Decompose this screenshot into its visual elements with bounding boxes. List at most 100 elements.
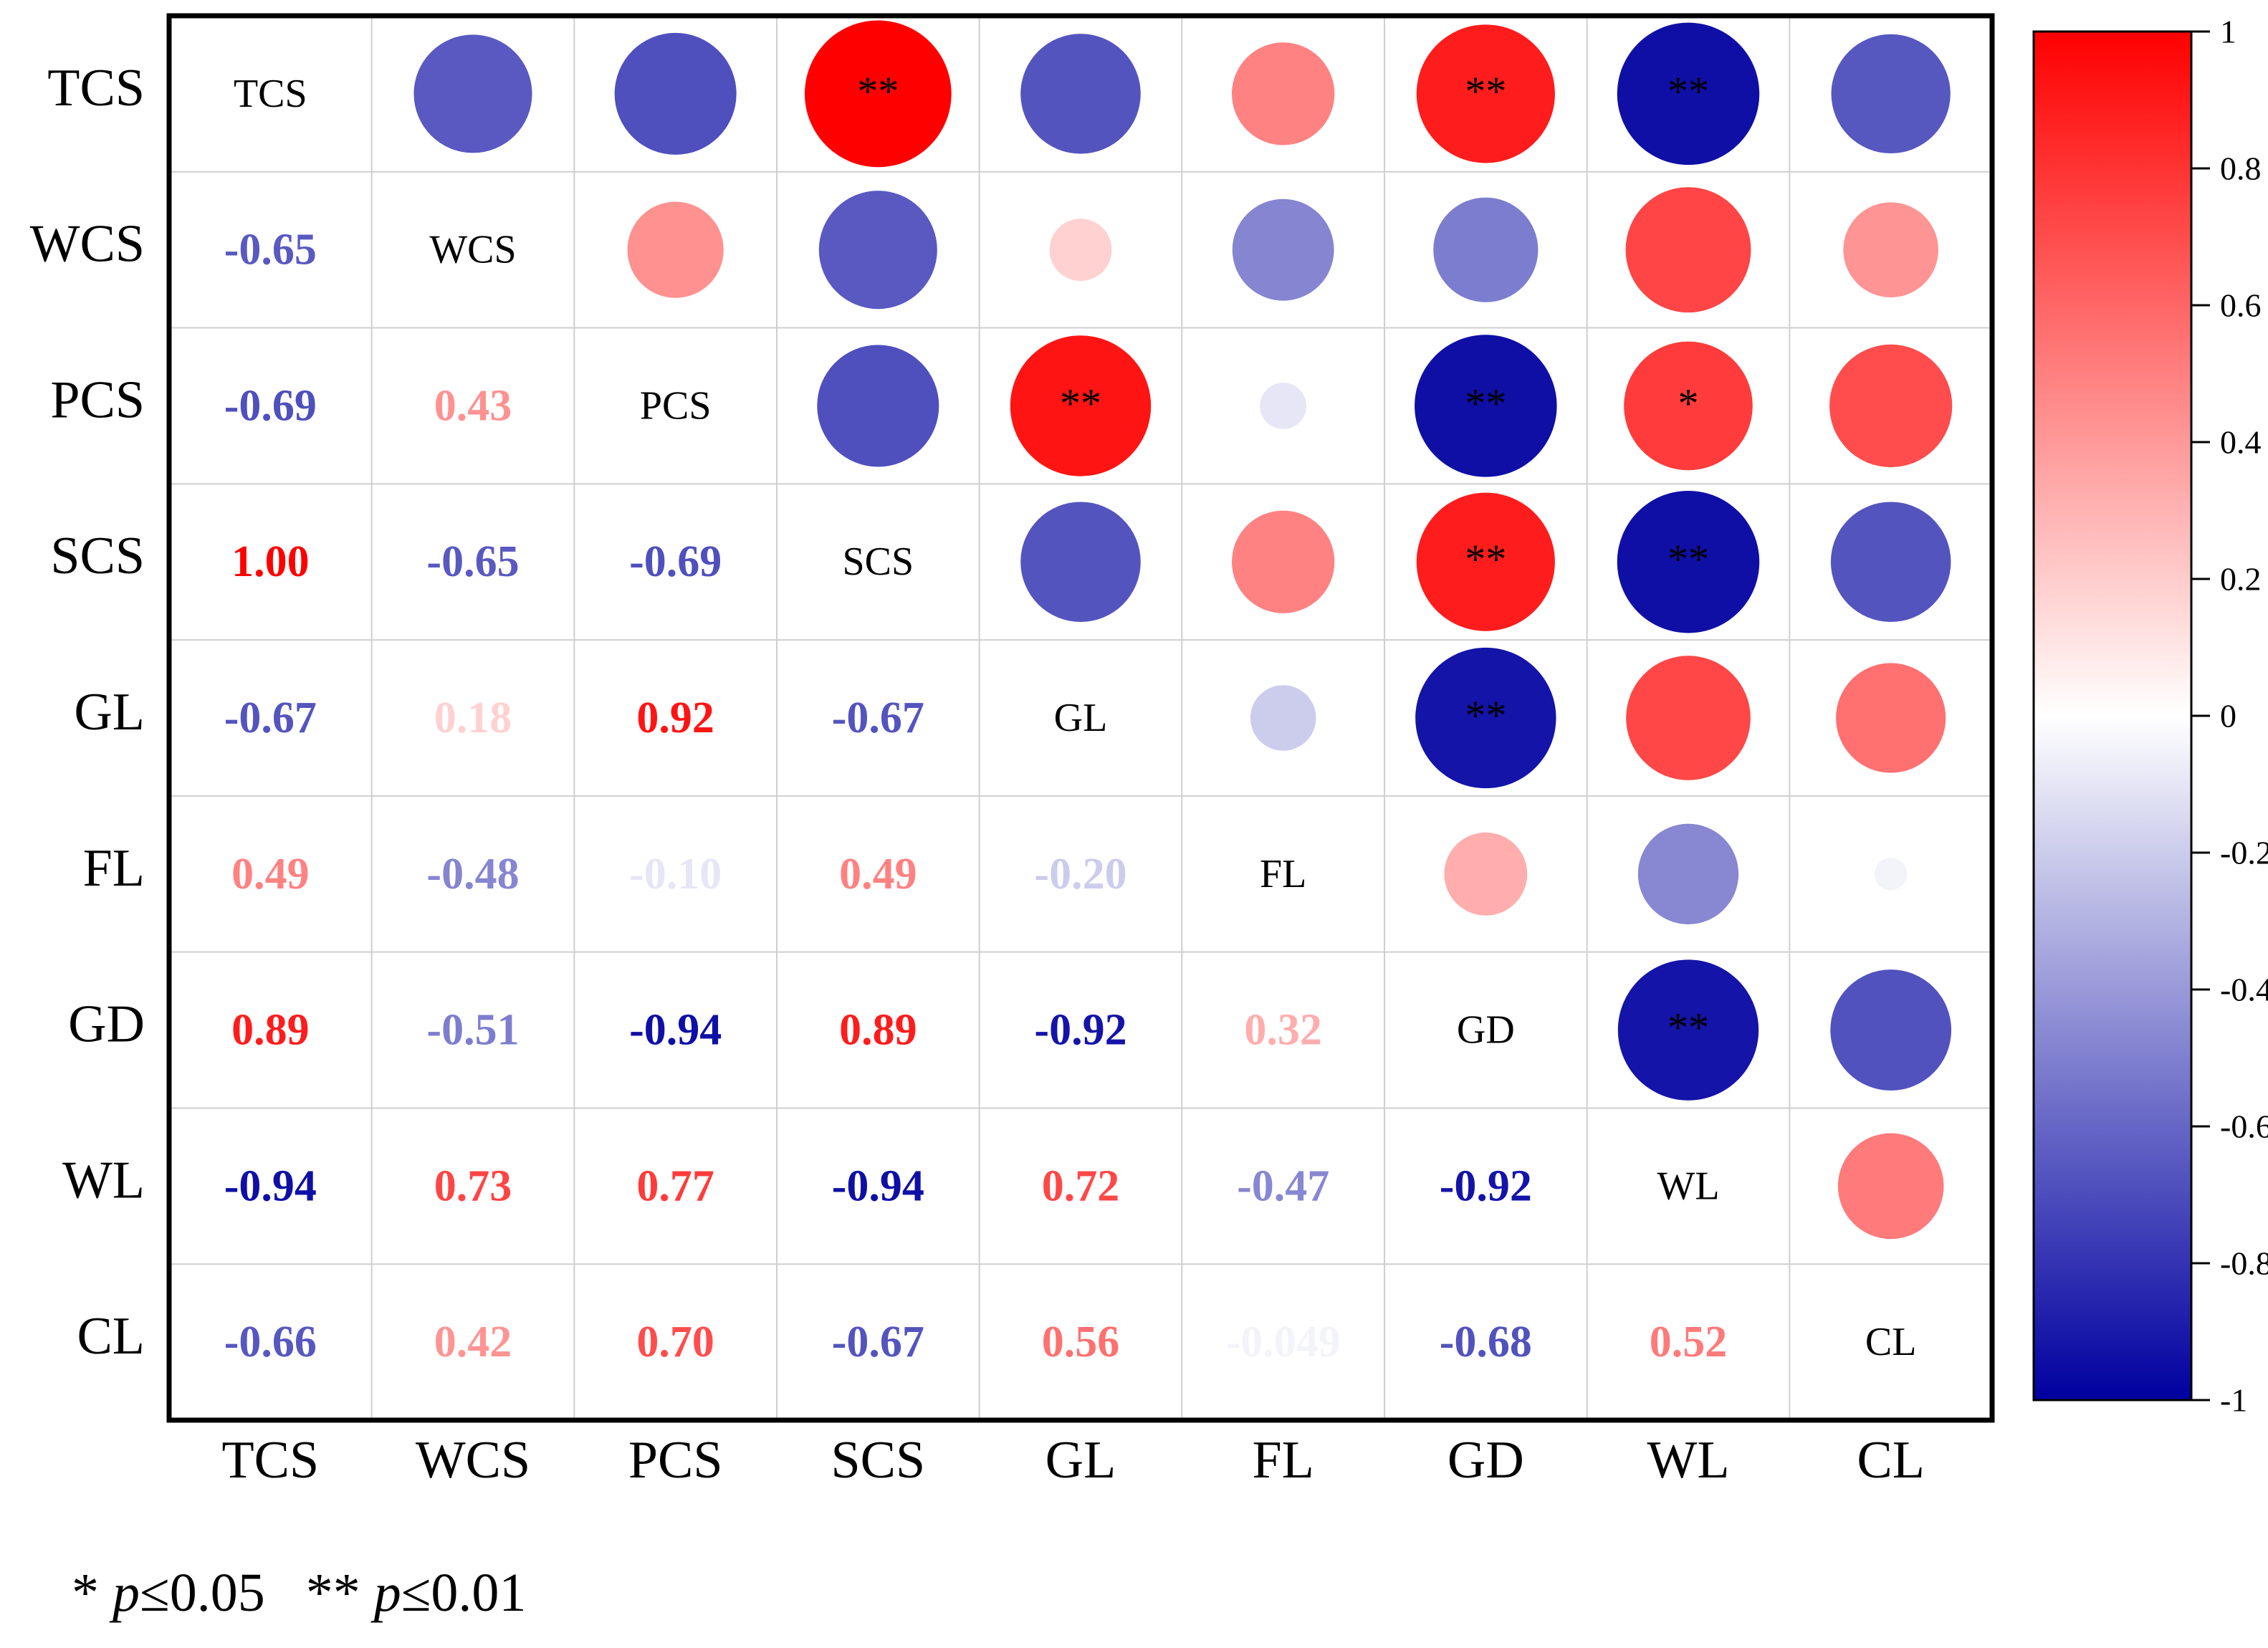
column-label-GL: GL [1046,1431,1116,1490]
diagonal-label-CL: CL [1865,1320,1917,1364]
significance-mark-SCS-GD: ** [1465,536,1506,583]
colorbar-tick-label--0.2: -0.2 [2220,835,2268,871]
row-label-TCS: TCS [47,59,145,118]
correlation-circle-GL-FL [1250,685,1316,751]
column-label-SCS: SCS [831,1431,925,1490]
coefficient-label-CL-WCS: 0.42 [434,1318,512,1366]
correlation-circle-SCS-FL [1232,510,1335,613]
correlation-circle-WCS-PCS [627,201,724,298]
correlation-circle-TCS-PCS [614,32,737,155]
coefficient-label-FL-GL: -0.20 [1034,850,1126,899]
coefficient-label-WCS-TCS: -0.65 [224,226,317,274]
row-label-GD: GD [68,995,145,1054]
coefficient-label-GD-PCS: -0.94 [629,1006,722,1055]
correlation-circle-TCS-SCS [804,20,952,168]
correlation-circle-GL-GD [1415,647,1556,789]
footnote-threshold-1: ≤0.05 [140,1563,265,1623]
colorbar-tick-label--0.6: -0.6 [2220,1108,2268,1145]
correlation-circle-TCS-WL [1617,22,1760,166]
coefficient-label-FL-WCS: -0.48 [426,850,519,899]
diagonal-label-TCS: TCS [234,72,307,116]
footnote-star-2: ** [305,1563,360,1623]
correlation-circle-TCS-GL [1020,34,1141,154]
column-label-FL: FL [1252,1431,1314,1490]
plot-frame [166,13,1995,1423]
coefficient-label-FL-SCS: 0.49 [839,850,917,899]
correlation-circle-TCS-WCS [413,34,532,153]
significance-mark-PCS-GL: ** [1060,380,1101,426]
correlation-circle-WCS-GD [1433,197,1539,302]
column-label-WL: WL [1647,1431,1729,1490]
coefficient-label-GD-GL: -0.92 [1034,1006,1126,1055]
correlation-circle-GL-CL [1836,663,1946,773]
footnote-p-1: p [113,1563,140,1623]
colorbar-tick-label--1: -1 [2220,1382,2247,1419]
correlation-circle-PCS-FL [1260,383,1307,429]
significance-mark-SCS-WL: ** [1667,536,1709,583]
row-label-PCS: PCS [50,370,145,429]
correlation-circle-WCS-FL [1232,198,1334,301]
correlation-circle-FL-WL [1637,823,1739,924]
coefficient-label-CL-SCS: -0.67 [832,1318,924,1366]
column-label-TCS: TCS [221,1431,319,1490]
diagonal-label-GL: GL [1054,696,1108,740]
diagonal-label-WL: WL [1657,1164,1719,1208]
coefficient-label-WL-PCS: 0.77 [636,1161,714,1210]
correlation-circle-GD-CL [1830,969,1952,1091]
coefficient-label-GL-PCS: 0.92 [636,694,714,742]
colorbar-tick-label-1: 1 [2220,14,2236,50]
coefficient-label-GL-SCS: -0.67 [832,694,924,742]
correlation-circle-SCS-WL [1617,490,1760,633]
diagonal-label-SCS: SCS [843,540,914,584]
coefficient-label-CL-GL: 0.56 [1042,1318,1120,1366]
row-label-FL: FL [83,839,145,898]
colorbar [2032,30,2193,1402]
coefficient-label-GD-TCS: 0.89 [231,1006,310,1055]
diagonal-label-PCS: PCS [640,383,712,428]
footnote-p-2: p [373,1563,401,1623]
colorbar-tick-label-0: 0 [2220,698,2236,734]
row-label-SCS: SCS [50,527,145,585]
coefficient-label-CL-TCS: -0.66 [224,1318,317,1366]
correlation-circle-WCS-WL [1625,187,1751,313]
correlation-circle-GD-WL [1617,959,1759,1101]
coefficient-label-SCS-TCS: 1.00 [231,537,310,586]
column-label-WCS: WCS [416,1431,530,1490]
correlation-circle-SCS-GD [1416,492,1555,631]
column-label-CL: CL [1857,1431,1925,1490]
significance-mark-TCS-WL: ** [1667,68,1709,115]
colorbar-tick-label--0.4: -0.4 [2220,972,2268,1008]
coefficient-label-GD-SCS: 0.89 [839,1006,917,1055]
coefficient-label-FL-TCS: 0.49 [231,850,310,899]
coefficient-label-CL-WL: 0.52 [1650,1318,1728,1366]
coefficient-label-GD-FL: 0.32 [1244,1006,1322,1055]
row-label-GL: GL [74,683,145,742]
coefficient-label-WL-GD: -0.92 [1440,1161,1532,1210]
column-label-GD: GD [1448,1431,1524,1490]
significance-mark-PCS-WL: * [1678,380,1699,426]
correlation-circle-SCS-GL [1020,502,1141,623]
row-label-CL: CL [77,1307,145,1366]
colorbar-tick-label-0.6: 0.6 [2220,287,2262,324]
correlation-circle-GL-WL [1626,656,1751,780]
significance-mark-GL-GD: ** [1465,692,1506,739]
colorbar-tick-label--0.8: -0.8 [2220,1245,2268,1282]
coefficient-label-WL-TCS: -0.94 [224,1161,317,1210]
correlation-circle-WCS-GL [1049,219,1112,282]
correlation-circle-PCS-GD [1415,335,1557,477]
diagonal-label-GD: GD [1457,1008,1515,1053]
correlation-circle-PCS-SCS [817,345,939,467]
coefficient-label-WL-SCS: -0.94 [832,1161,924,1210]
colorbar-tick-label-0.2: 0.2 [2220,561,2262,598]
coefficient-label-GD-WCS: -0.51 [426,1006,519,1055]
correlation-circle-TCS-CL [1831,34,1951,154]
footnote-star-1: * [72,1563,99,1623]
significance-footnote: * p≤0.05 ** p≤0.01 [72,1562,526,1624]
coefficient-label-GL-TCS: -0.67 [224,694,317,742]
diagonal-label-FL: FL [1260,852,1306,896]
colorbar-tick-label-0.4: 0.4 [2220,424,2262,461]
row-label-WL: WL [62,1151,145,1209]
correlation-circle-SCS-CL [1830,502,1951,623]
significance-mark-TCS-SCS: ** [857,68,899,115]
coefficient-label-WL-WCS: 0.73 [434,1161,512,1210]
